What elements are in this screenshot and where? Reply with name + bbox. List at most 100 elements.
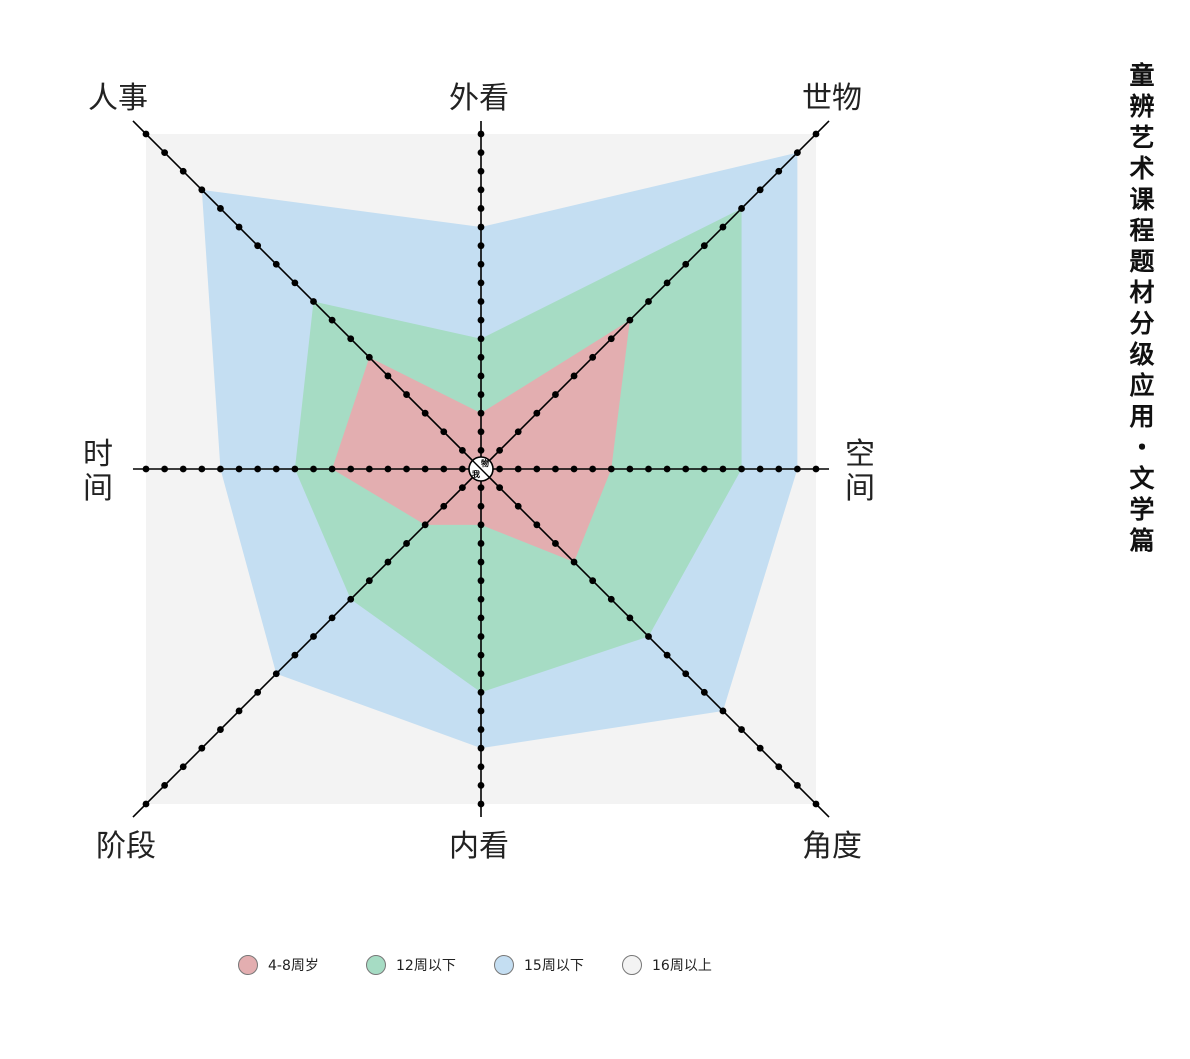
axis-tick-dot (254, 242, 262, 250)
axis-tick-dot (198, 744, 206, 752)
axis-tick-dot (198, 186, 206, 194)
axis-tick-dot (477, 577, 485, 585)
axis-label-neikan: 内看 (449, 829, 509, 864)
axis-tick-dot (235, 707, 243, 715)
axis-tick-dot (775, 167, 783, 175)
axis-tick-dot (421, 409, 429, 417)
legend-item: 16周以上 (622, 955, 750, 975)
axis-tick-dot (328, 465, 336, 473)
axis-tick-dot (328, 614, 336, 622)
axis-label-shiwu: 世物 (802, 81, 862, 116)
legend-item: 4-8周岁 (238, 955, 366, 975)
axis-tick-dot (477, 800, 485, 808)
axis-tick-dot (533, 465, 541, 473)
axis-tick-dot (477, 614, 485, 622)
axis-tick-dot (310, 465, 317, 473)
legend-label: 15周以下 (524, 958, 584, 974)
axis-tick-dot (477, 279, 485, 287)
center-label-bottom: 我 (472, 470, 480, 479)
axis-tick-dot (477, 186, 485, 194)
axis-tick-dot (477, 707, 485, 715)
axis-tick-dot (477, 149, 485, 157)
axis-tick-dot (272, 465, 280, 473)
axis-tick-dot (458, 465, 466, 473)
axis-tick-dot (217, 726, 224, 733)
axis-tick-dot (570, 465, 578, 473)
axis-tick-dot (347, 335, 355, 343)
center-divider (472, 460, 490, 478)
axis-tick-dot (496, 446, 504, 454)
axis-label-waikan: 外看 (449, 81, 509, 116)
axis-tick-dot (179, 465, 187, 473)
axis-tick-dot (756, 465, 764, 473)
axis-tick-dot (552, 465, 559, 473)
axis-tick-dot (589, 577, 597, 585)
axis-tick-dot (217, 465, 224, 473)
axis-tick-dot (477, 595, 485, 603)
axis-tick-dot (607, 595, 615, 603)
axis-tick-dot (365, 465, 373, 473)
axis-tick-dot (477, 540, 485, 547)
axis-tick-dot (272, 260, 280, 268)
axis-tick-dot (793, 465, 801, 473)
axis-label-jieduan: 阶段 (96, 829, 156, 864)
axis-tick-dot (477, 744, 485, 752)
legend-swatch (238, 955, 258, 975)
axis-tick-dot (235, 465, 243, 473)
legend-item: 15周以下 (494, 955, 622, 975)
axis-tick-dot (477, 242, 485, 250)
axis-tick-dot (161, 149, 169, 157)
axis-tick-dot (645, 633, 652, 640)
axis-tick-dot (477, 372, 485, 380)
axis-tick-dot (477, 353, 485, 361)
legend: 4-8周岁 12周以下 15周以下 16周以上 (238, 955, 750, 975)
axis-tick-dot (403, 465, 410, 473)
axis-tick-dot (217, 205, 224, 212)
axis-tick-dot (570, 372, 578, 380)
page-title: 童辨艺术课程题材分级应用・文学篇 (1126, 62, 1155, 558)
axis-tick-dot (142, 800, 150, 808)
axis-tick-dot (477, 651, 485, 659)
axis-tick-dot (291, 279, 299, 287)
axis-tick-dot (719, 223, 727, 231)
axis-tick-dot (514, 428, 522, 436)
axis-tick-dot (254, 688, 262, 696)
legend-label: 16周以上 (652, 958, 712, 974)
axis-tick-dot (328, 316, 336, 324)
center-label-top: 物 (481, 459, 489, 468)
axis-tick-dot (812, 130, 820, 138)
axis-tick-dot (700, 688, 708, 696)
axis-tick-dot (477, 688, 485, 696)
legend-item: 12周以下 (366, 955, 494, 975)
axis-tick-dot (477, 391, 485, 398)
axis-tick-dot (384, 372, 392, 380)
axis-tick-dot (347, 595, 355, 603)
axis-tick-dot (310, 298, 317, 305)
axis-tick-dot (477, 167, 485, 175)
axis-tick-dot (645, 298, 652, 305)
axis-tick-dot (626, 316, 634, 324)
axis-tick-dot (477, 558, 485, 566)
axis-tick-dot (365, 353, 373, 361)
axis-tick-dot (589, 353, 597, 361)
axis-tick-dot (179, 167, 187, 175)
axis-tick-dot (477, 633, 485, 640)
axis-tick-dot (477, 726, 485, 733)
axis-tick-dot (626, 465, 634, 473)
axis-tick-dot (384, 558, 392, 566)
axis-tick-dot (440, 465, 448, 473)
axis-tick-dot (477, 298, 485, 305)
legend-label: 4-8周岁 (268, 958, 319, 974)
axis-tick-dot (775, 465, 783, 473)
axis-tick-dot (756, 186, 764, 194)
axis-tick-dot (570, 558, 578, 566)
axis-tick-dot (142, 130, 150, 138)
axis-tick-dot (310, 633, 317, 640)
axis-tick-dot (458, 484, 466, 492)
axis-tick-dot (496, 484, 504, 492)
axis-tick-dot (682, 670, 690, 678)
axis-tick-dot (663, 651, 671, 659)
axis-label-kongjian: 空间 (845, 437, 875, 506)
axis-tick-dot (142, 465, 150, 473)
